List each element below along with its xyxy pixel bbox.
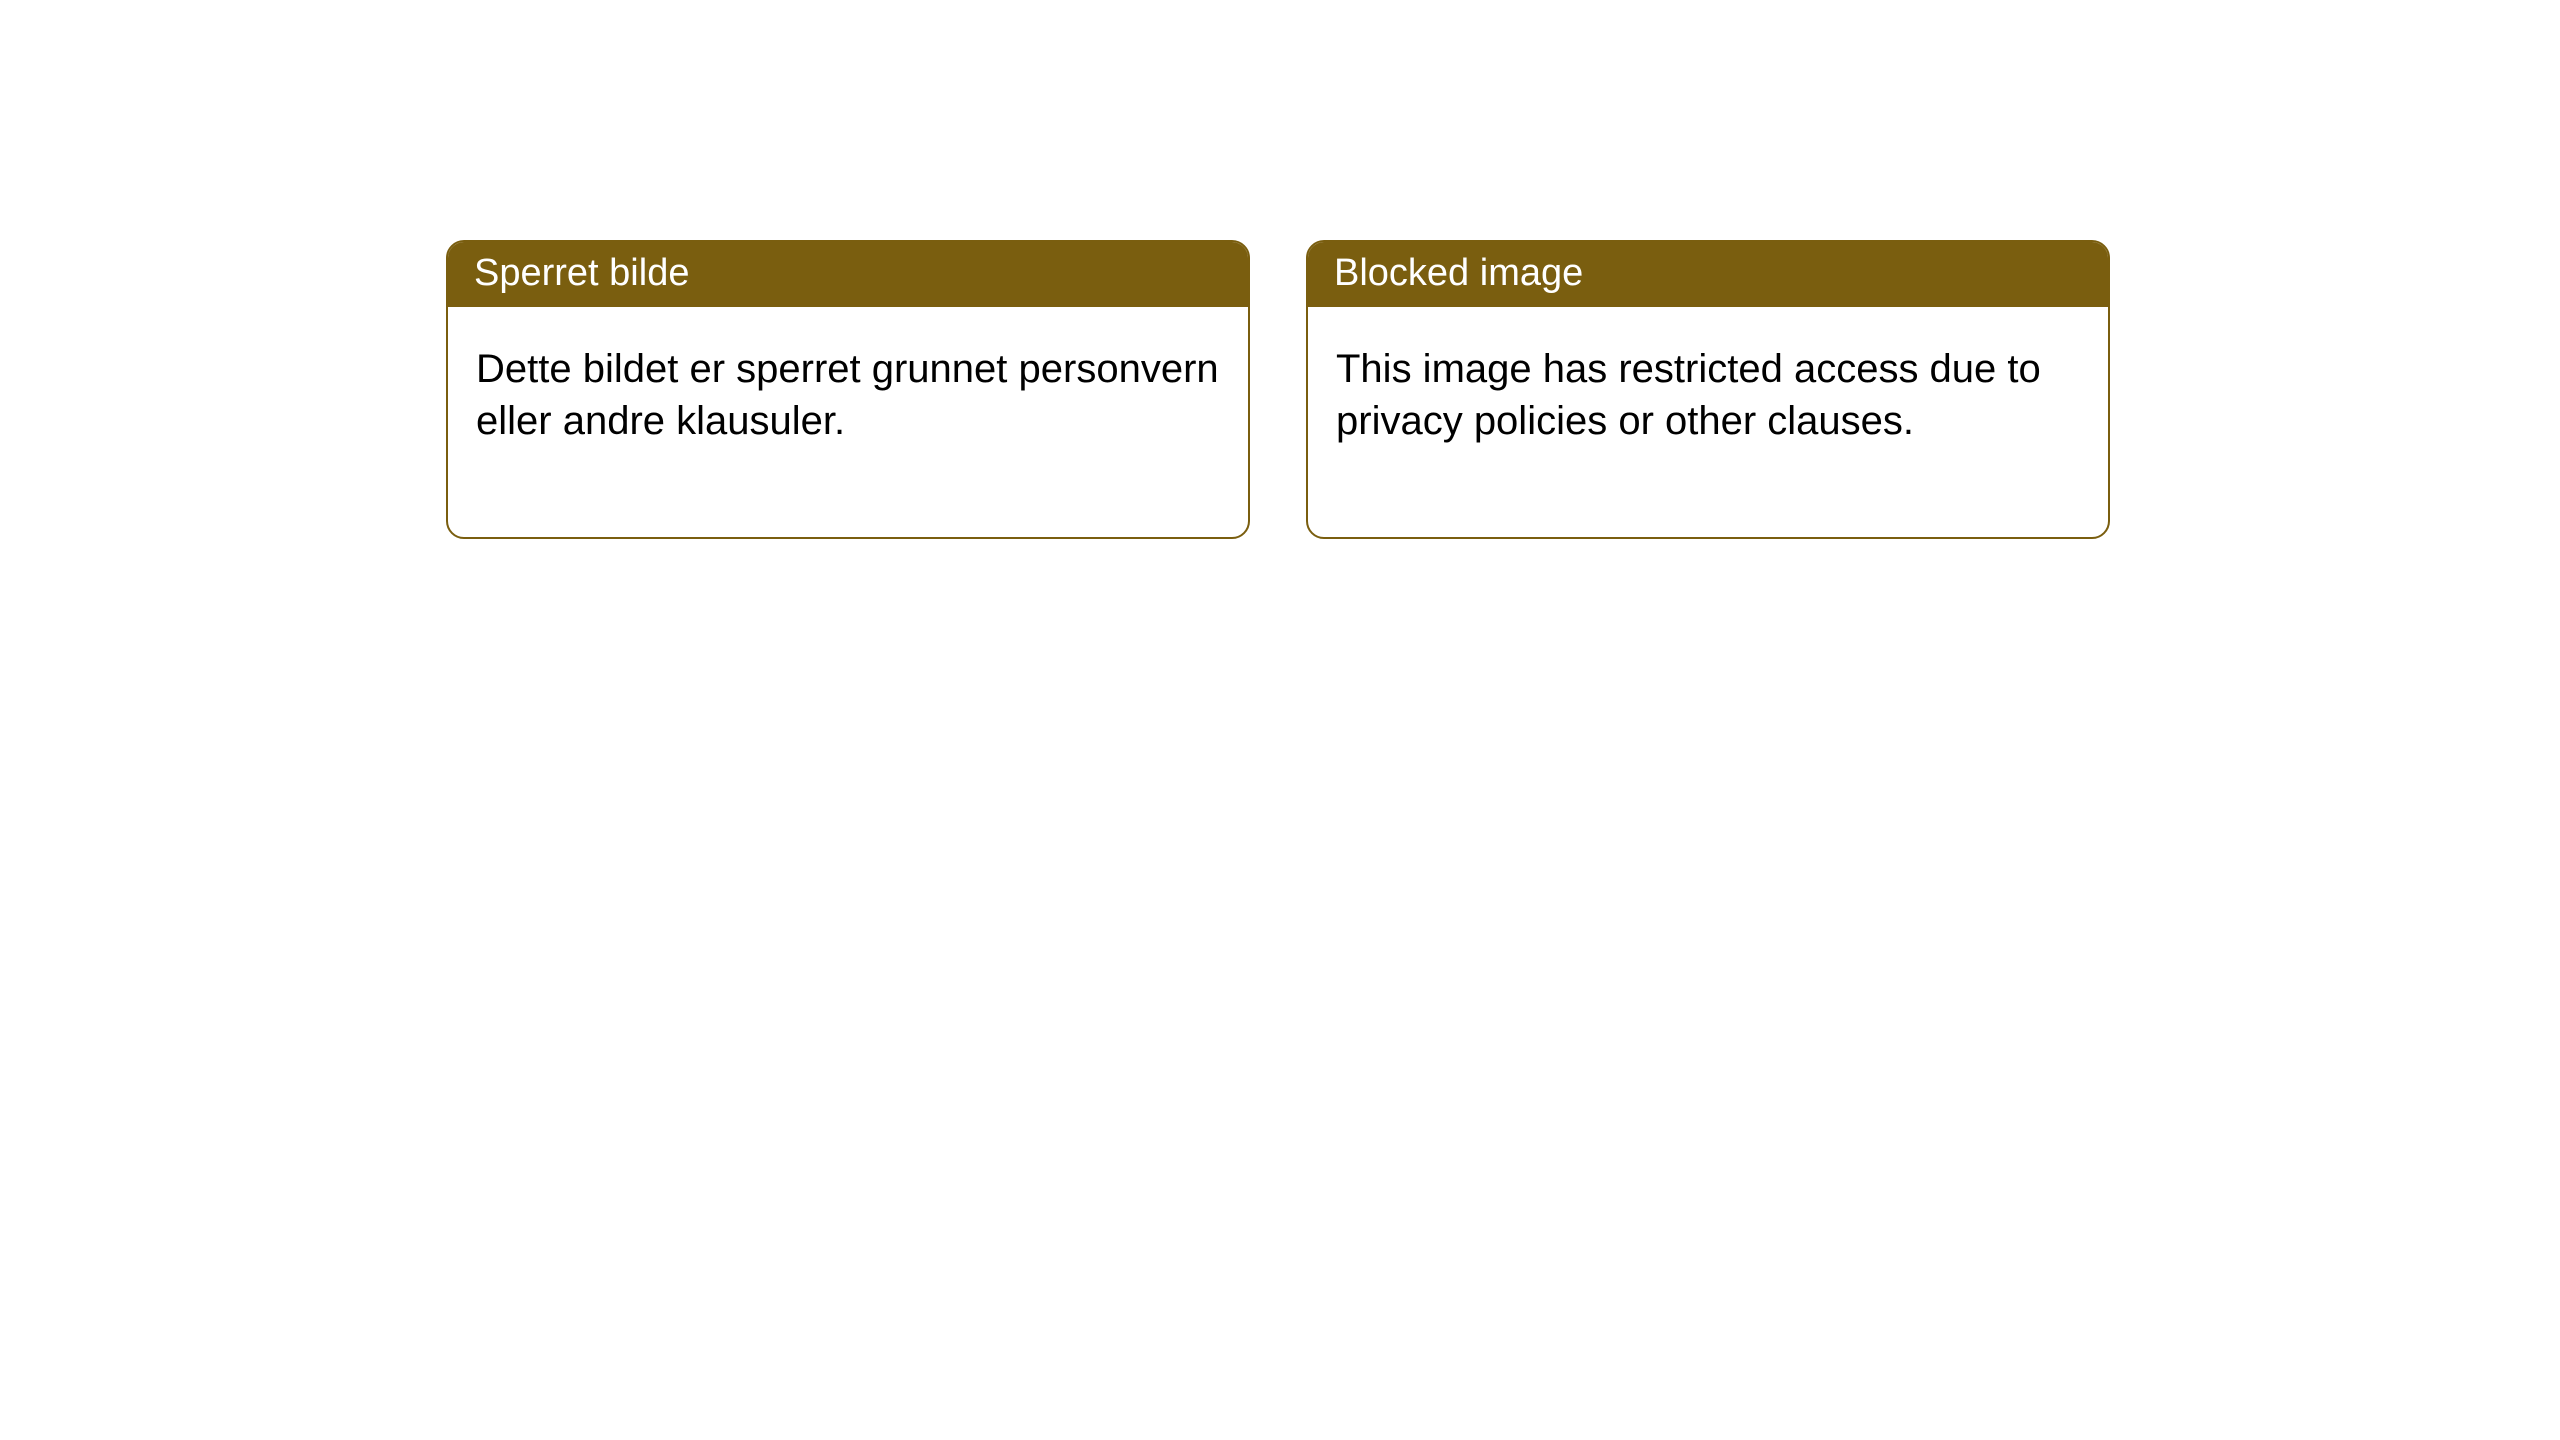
notice-body-norwegian: Dette bildet er sperret grunnet personve… — [448, 307, 1248, 537]
notice-body-english: This image has restricted access due to … — [1308, 307, 2108, 537]
notice-cards-container: Sperret bilde Dette bildet er sperret gr… — [446, 240, 2110, 539]
notice-header-norwegian: Sperret bilde — [448, 242, 1248, 307]
notice-card-norwegian: Sperret bilde Dette bildet er sperret gr… — [446, 240, 1250, 539]
notice-header-english: Blocked image — [1308, 242, 2108, 307]
notice-card-english: Blocked image This image has restricted … — [1306, 240, 2110, 539]
